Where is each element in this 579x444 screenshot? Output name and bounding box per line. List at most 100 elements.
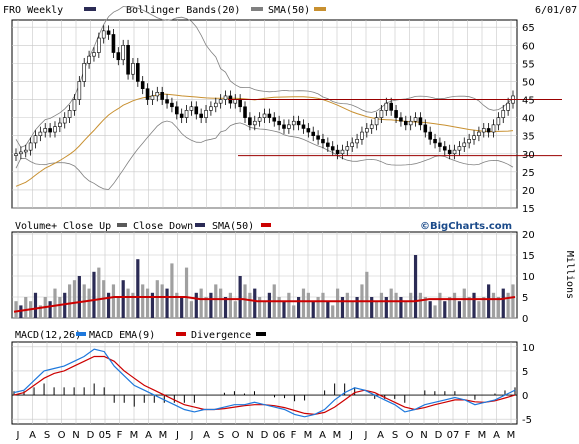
macd-y-tick: 5 [522,367,528,378]
volume-bar [292,305,296,318]
volume-bar [335,288,340,318]
volume-bar [87,288,91,318]
x-tick-label: F [465,430,471,441]
volume-bar [394,292,398,318]
candle-body [291,120,296,126]
candle-body [408,120,413,126]
volume-bar [316,297,320,318]
candle-body [384,102,389,111]
volume-bar [511,284,515,318]
candle-body [67,110,72,118]
price-y-tick: 40 [522,114,535,125]
candle-body [296,120,301,126]
candle-body [145,88,150,100]
volume-y-tick: 0 [522,314,528,325]
candle-body [189,106,194,111]
x-tick-label: M [130,430,139,441]
x-tick-label: 06 [273,430,286,441]
volume-bar [374,301,379,318]
volume-bar [365,271,369,318]
volume-bar [48,301,52,318]
watermark: ©BigCharts.com [420,221,512,232]
x-tick-label: J [175,430,179,441]
x-tick-label: A [377,430,384,441]
symbol-label: FRO Weekly [3,5,63,16]
price-y-tick: 45 [522,96,535,107]
candle-body [238,99,242,108]
volume-bar [155,280,159,318]
volume-bar [262,301,267,318]
candle-body [379,110,384,118]
candle-body [287,124,291,129]
price-y-tick: 65 [522,23,535,34]
volume-bar [433,305,437,318]
volume-bar [126,288,130,318]
candle-body [92,52,96,57]
x-tick-label: D [87,430,95,441]
volume-units-label: Millions [564,251,575,299]
candle-body [184,110,189,118]
volume-bar [428,301,432,318]
price-y-tick: 30 [522,150,535,161]
x-tick-label: J [349,430,353,441]
x-tick-label: M [507,430,516,441]
x-tick-label: O [406,430,414,441]
macd-y-tick: 10 [522,343,535,354]
volume-bar [233,301,237,318]
volume-bar [482,297,486,318]
x-tick-label: D [261,430,269,441]
candle-body [62,117,67,124]
candle-body [316,135,320,140]
candle-body [43,128,48,133]
volume-bar [160,284,164,318]
x-tick-label: F [117,430,123,441]
candle-body [311,131,316,136]
volume-bar [223,297,228,318]
candle-body [155,92,160,97]
volume-bar [58,297,62,318]
x-tick-label: F [291,430,297,441]
volume-bar [413,255,418,318]
x-tick-label: 05 [99,430,112,441]
volume-bar [438,292,442,318]
close-down-label: Close Down [133,221,193,232]
candle-body [194,106,199,115]
volume-bar [121,280,125,318]
candle-body [116,52,121,61]
price-y-tick: 15 [522,204,535,215]
volume-bar [165,288,169,318]
candle-body [252,120,257,126]
macd-y-tick: -5 [522,415,532,426]
candle-body [248,117,252,126]
divergence-label: Divergence [191,330,251,341]
volume-bar [116,297,120,318]
candle-body [394,110,398,118]
x-tick-label: M [333,430,342,441]
volume-bar [501,288,505,318]
volume-bar [301,288,306,318]
volume-bar [145,288,150,318]
candle-body [77,81,82,100]
volume-bar [97,267,101,318]
candle-body [160,92,164,100]
candle-body [369,124,374,129]
candle-body [496,117,501,126]
volume-bar [467,297,471,318]
candle-body [457,146,462,151]
candle-body [136,63,140,82]
candle-body [447,149,452,155]
volume-bar [189,301,194,318]
bb-swatch [251,7,263,11]
macd-y-tick: 0 [522,391,528,402]
candle-body [277,120,281,126]
candle-body [165,99,169,104]
candle-body [282,124,286,129]
candle-body [111,34,116,53]
candle-body [438,142,442,147]
volume-bar [141,284,145,318]
volume-y-tick: 10 [522,272,535,283]
volume-bar [33,292,38,318]
candle-body [321,139,325,144]
volume-bar [267,292,271,318]
candle-body [486,128,491,133]
